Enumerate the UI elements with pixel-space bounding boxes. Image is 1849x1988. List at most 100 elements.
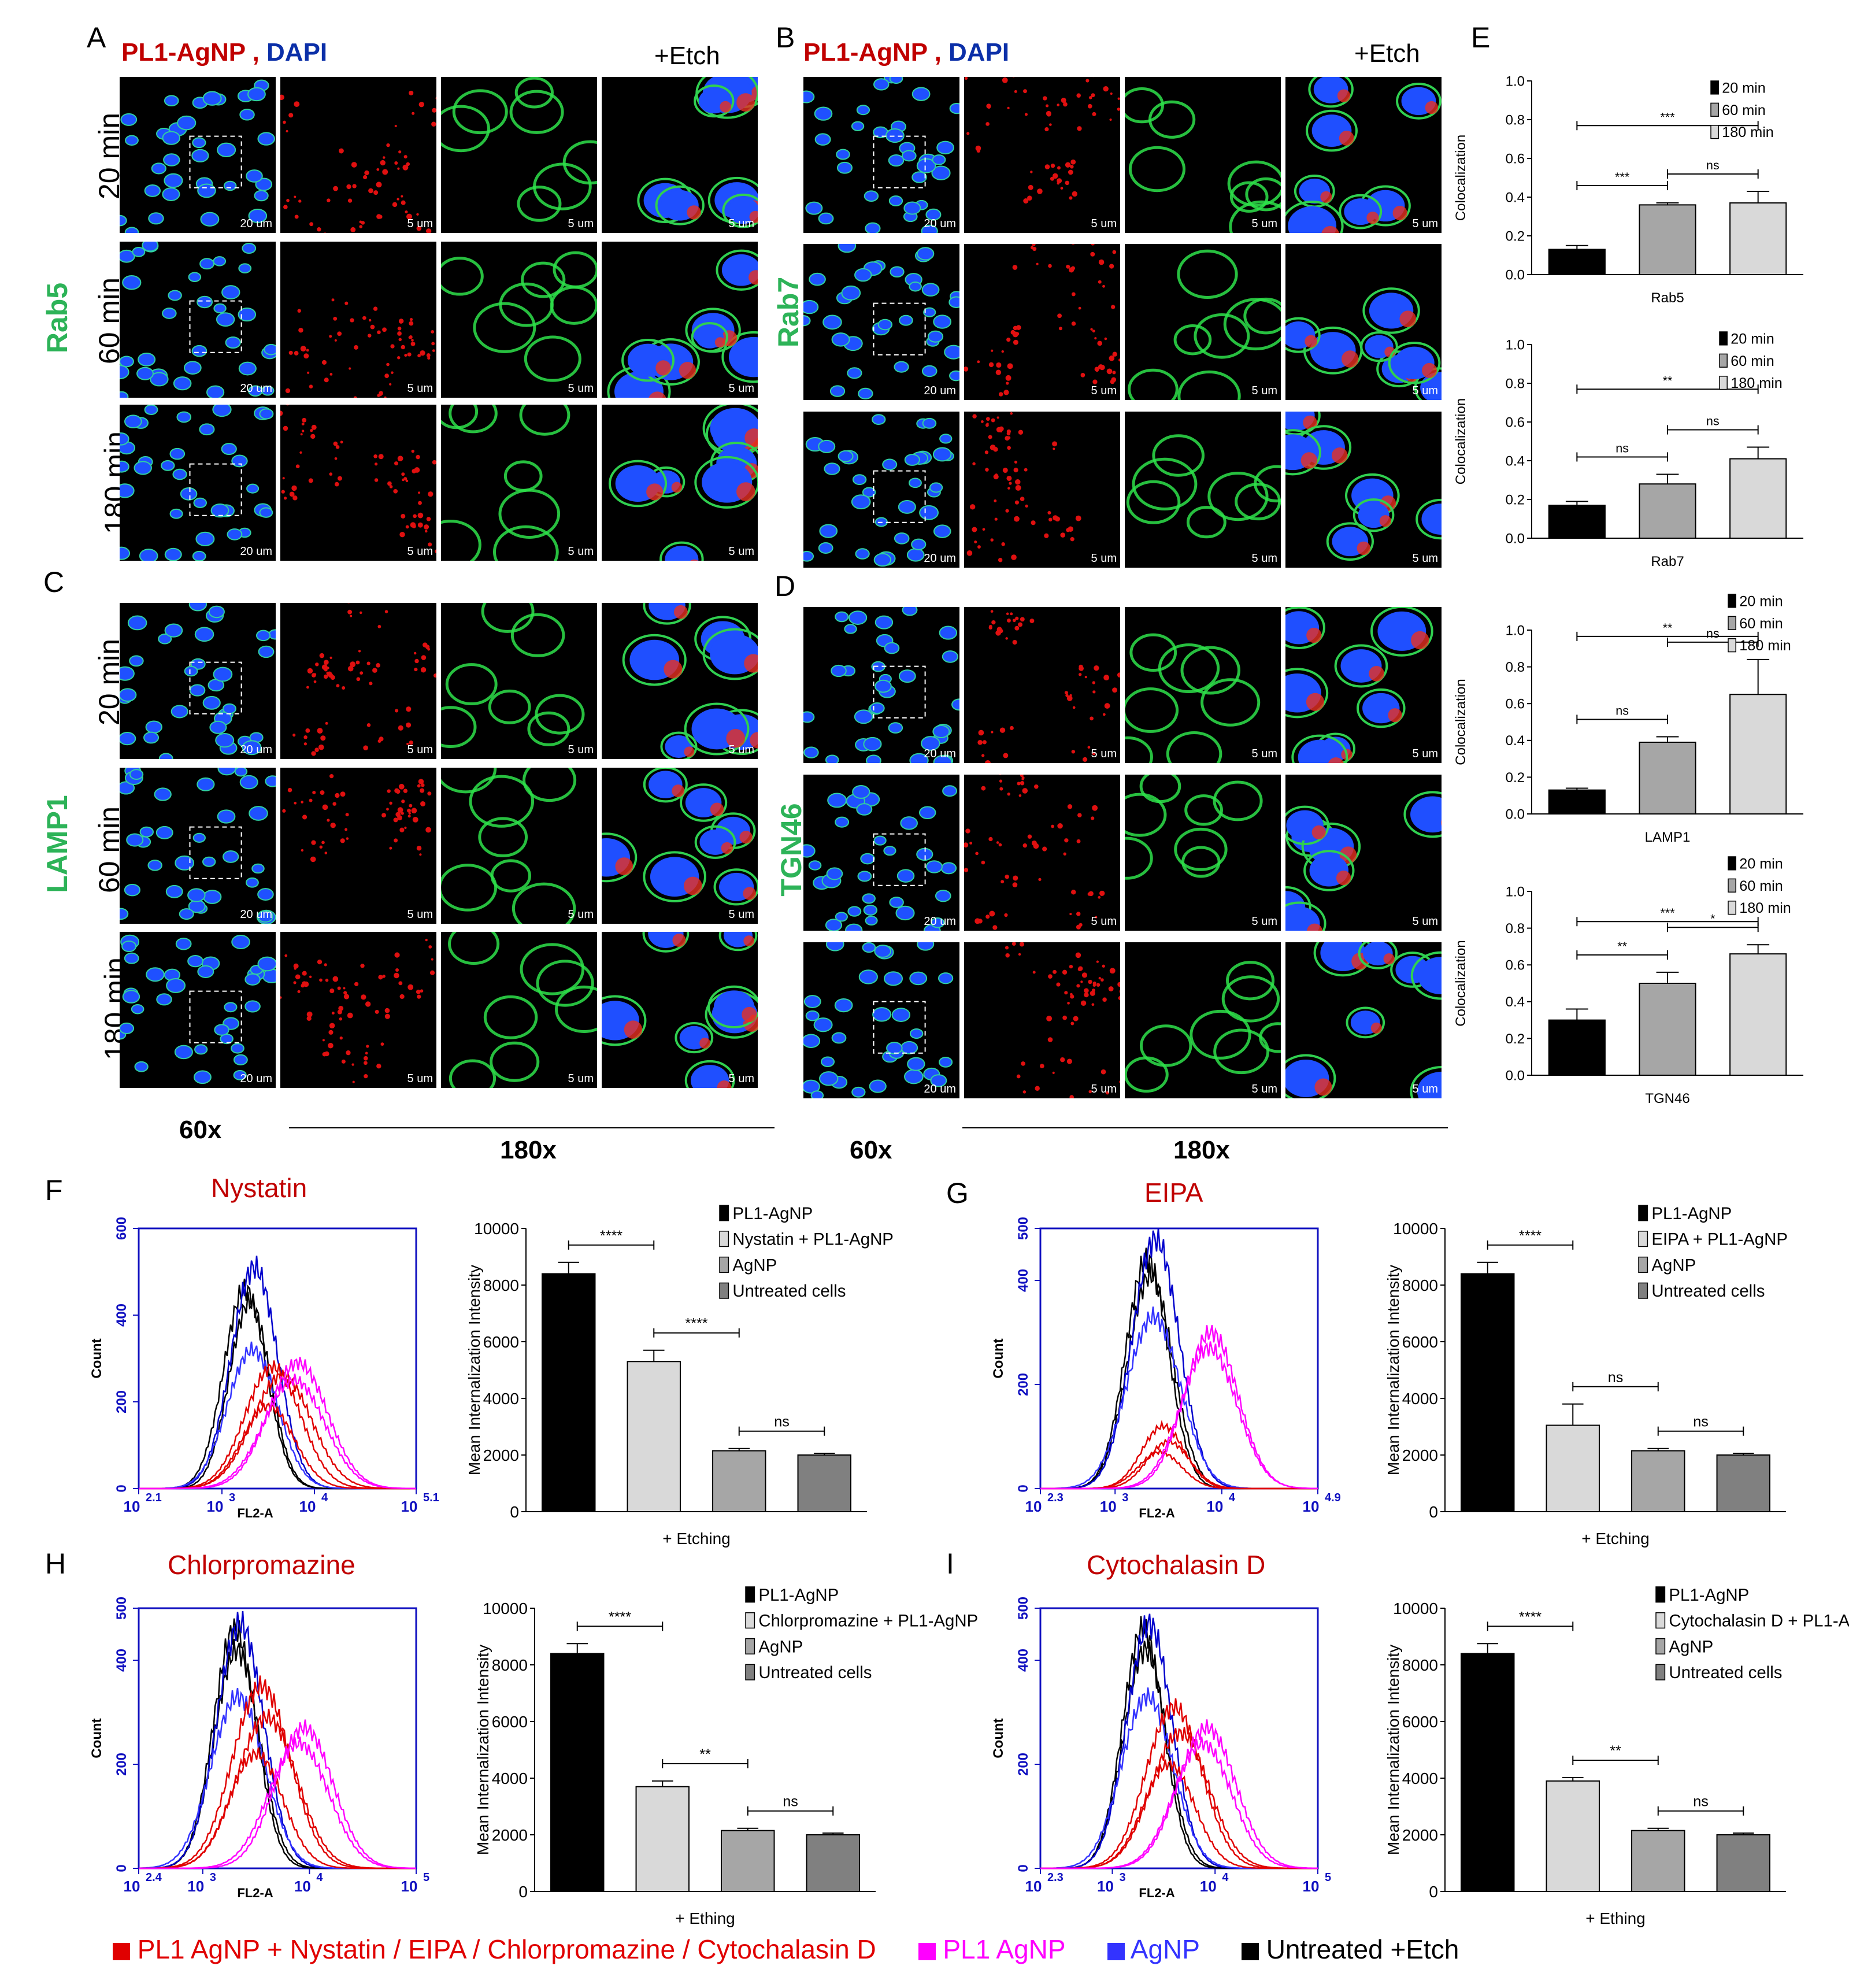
y-tick-label: 0.6 xyxy=(1506,151,1525,166)
legend-swatch xyxy=(745,1612,755,1629)
y-tick-label: 0 xyxy=(1016,1864,1031,1872)
scale-bar-label: 5 um xyxy=(1412,384,1438,397)
sig-label: ** xyxy=(699,1746,711,1763)
micrograph-rab7-row2-overview: 20 um xyxy=(803,244,959,400)
title-comma-b: , xyxy=(934,38,942,66)
bar xyxy=(1639,483,1696,539)
bar xyxy=(712,1450,766,1512)
micrograph-rab5-row1-green: 5 um xyxy=(441,77,597,233)
sig-label: ns xyxy=(1706,626,1720,641)
micrograph-rab5-row2-overview: 20 um xyxy=(120,242,276,398)
panel-letter-e: E xyxy=(1471,21,1491,54)
histogram-curve xyxy=(139,1719,417,1869)
bar xyxy=(1631,1450,1685,1512)
scale-bar-label: 20 um xyxy=(924,384,956,397)
legend-swatch xyxy=(1655,1638,1666,1654)
y-tick-label: 0 xyxy=(518,1883,528,1901)
micrograph-tgn46-row2-green: 5 um xyxy=(1125,775,1281,931)
x-tick-base: 10 xyxy=(1303,1498,1320,1515)
micrograph-rab5-row2-red: 5 um xyxy=(280,242,436,398)
histogram-curve xyxy=(139,1374,416,1490)
micrograph-lamp1-row1-green: 5 um xyxy=(441,603,597,759)
legend-label: PL1-AgNP xyxy=(758,1586,839,1605)
sig-label: **** xyxy=(1519,1609,1542,1625)
legend-swatch xyxy=(745,1586,755,1603)
scale-bar-label: 5 um xyxy=(407,217,433,230)
scale-bar-label: 5 um xyxy=(728,382,754,395)
micrograph-lamp1-row1-overview: 20 um xyxy=(120,603,276,759)
scale-bar-label: 5 um xyxy=(1251,552,1277,565)
histogram-curve xyxy=(139,1737,416,1869)
panel-g-title: EIPA xyxy=(1144,1178,1203,1208)
histogram-curve xyxy=(1040,1698,1318,1869)
legend-swatch xyxy=(1728,616,1736,630)
x-tick-base: 10 xyxy=(401,1878,418,1895)
y-tick-label: 400 xyxy=(114,1304,129,1327)
legend-swatch xyxy=(1638,1282,1648,1299)
x-axis-label: FL2-A xyxy=(1139,1506,1174,1520)
micrograph-tgn46-row1-overview: 20 um xyxy=(803,607,959,763)
x-tick-base: 10 xyxy=(187,1878,204,1895)
x-tick-exp: 5.1 xyxy=(423,1491,439,1504)
histogram-frame xyxy=(1039,1227,1319,1490)
bar xyxy=(542,1273,596,1512)
panel-letter-h: H xyxy=(45,1548,66,1580)
y-tick-label: 0.2 xyxy=(1506,228,1525,244)
x-tick-exp: 4 xyxy=(316,1871,323,1884)
y-tick-label: 0 xyxy=(114,1864,129,1872)
histogram-curve xyxy=(1040,1613,1318,1869)
y-tick-label: 0.2 xyxy=(1506,770,1525,786)
y-tick-label: 0.0 xyxy=(1506,267,1525,283)
y-tick-label: 4000 xyxy=(1402,1769,1438,1787)
legend-blue-swatch xyxy=(1107,1942,1125,1960)
legend-swatch xyxy=(1719,376,1728,390)
legend-swatch xyxy=(1728,594,1736,608)
scale-bar-label: 5 um xyxy=(1251,384,1277,397)
legend-label: 180 min xyxy=(1739,900,1791,916)
panel-a-title: PL1-AgNP , DAPI xyxy=(121,38,327,67)
x-tick-exp: 2.1 xyxy=(146,1491,162,1504)
sig-label: **** xyxy=(600,1228,622,1244)
legend-label: Cytochalasin D + PL1-AgNP xyxy=(1669,1612,1849,1631)
scale-bar-label: 5 um xyxy=(728,1072,754,1085)
micrograph-rab5-row3-red: 5 um xyxy=(280,405,436,561)
legend-swatch xyxy=(745,1664,755,1680)
x-tick-exp: 2.4 xyxy=(146,1871,162,1884)
x-tick-base: 10 xyxy=(1097,1878,1114,1895)
histogram-curve xyxy=(1040,1247,1318,1490)
panel-letter-b: B xyxy=(776,21,795,54)
bar xyxy=(1546,1424,1600,1513)
legend-magenta-label: PL1 AgNP xyxy=(943,1934,1065,1964)
scale-bar-label: 20 um xyxy=(924,1083,956,1095)
x-tick-base: 10 xyxy=(299,1498,316,1515)
histogram-curve xyxy=(139,1618,416,1869)
scale-bar-label: 5 um xyxy=(1091,552,1117,565)
micrograph-tgn46-row3-overview: 20 um xyxy=(803,942,959,1098)
legend-label: AgNP xyxy=(1669,1637,1713,1656)
y-tick-label: 0.8 xyxy=(1506,112,1525,128)
legend-swatch xyxy=(1719,353,1728,368)
micrograph-lamp1-row1-merge: 5 um xyxy=(602,603,758,759)
bar xyxy=(1639,983,1696,1076)
x-tick-exp: 3 xyxy=(210,1871,216,1884)
x-tick-base: 10 xyxy=(401,1498,418,1515)
y-tick-label: 2000 xyxy=(483,1446,519,1464)
y-tick-label: 6000 xyxy=(492,1713,528,1731)
bar xyxy=(550,1653,605,1892)
x-axis-label: Rab5 xyxy=(1651,290,1684,306)
scale-bar-label: 5 um xyxy=(568,1072,594,1085)
bar xyxy=(1639,204,1696,275)
legend-label: EIPA + PL1-AgNP xyxy=(1651,1230,1788,1249)
legend-label: 180 min xyxy=(1722,124,1774,140)
scale-bar-label: 5 um xyxy=(1091,217,1117,230)
x-axis-label: FL2-A xyxy=(1139,1886,1174,1900)
sig-label: ** xyxy=(1610,1743,1621,1759)
title-dapi-b: DAPI xyxy=(948,38,1010,66)
y-axis-label: Colocalization xyxy=(1453,135,1469,221)
histogram-curve xyxy=(139,1748,416,1869)
bar xyxy=(1548,249,1606,276)
panel-letter-d: D xyxy=(775,570,796,602)
micrograph-rab7-row1-red: 5 um xyxy=(964,77,1120,233)
legend-black-label: Untreated +Etch xyxy=(1266,1934,1459,1964)
x-axis-label: FL2-A xyxy=(237,1506,273,1520)
